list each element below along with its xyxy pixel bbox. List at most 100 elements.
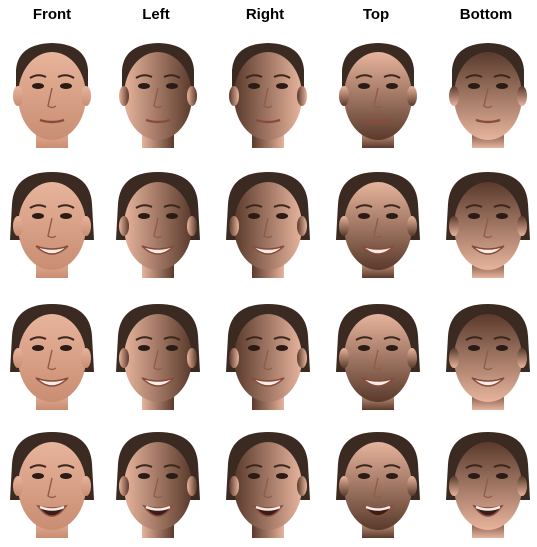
- eye: [496, 213, 508, 219]
- face-render-man-short-hair-left: [114, 40, 202, 148]
- mouth: [365, 118, 391, 124]
- face: [124, 182, 192, 270]
- face: [124, 52, 192, 140]
- eye: [248, 213, 260, 219]
- eye: [138, 213, 150, 219]
- eye: [496, 345, 508, 351]
- face-render-woman-3-right: [224, 430, 312, 538]
- face-image: [10, 172, 94, 278]
- eye: [32, 83, 44, 89]
- eye: [32, 345, 44, 351]
- eye: [60, 83, 72, 89]
- mouth: [361, 377, 395, 387]
- face-image: [449, 43, 527, 148]
- face-render-woman-1-bottom: [444, 170, 532, 278]
- face-image: [226, 432, 310, 538]
- face-image: [119, 43, 197, 148]
- face-image: [446, 432, 530, 538]
- mouth: [145, 118, 171, 124]
- face: [454, 182, 522, 270]
- face-render-woman-2-right: [224, 302, 312, 410]
- face-render-woman-1-left: [114, 170, 202, 278]
- eye: [248, 345, 260, 351]
- eye: [276, 473, 288, 479]
- eye: [166, 83, 178, 89]
- face: [234, 442, 302, 530]
- mouth: [251, 377, 285, 387]
- eye: [138, 345, 150, 351]
- eye: [358, 345, 370, 351]
- face-image: [336, 432, 420, 538]
- eye: [386, 473, 398, 479]
- face-render-woman-2-front: [8, 302, 96, 410]
- mouth: [361, 245, 395, 255]
- mouth: [255, 118, 281, 124]
- eye: [276, 83, 288, 89]
- face: [18, 52, 86, 140]
- eye: [468, 473, 480, 479]
- face: [234, 314, 302, 402]
- face-render-woman-2-bottom: [444, 302, 532, 410]
- face-render-woman-1-front: [8, 170, 96, 278]
- face: [18, 314, 86, 402]
- eye: [166, 473, 178, 479]
- face-image: [336, 304, 420, 410]
- eye: [276, 345, 288, 351]
- eye: [32, 213, 44, 219]
- face: [18, 182, 86, 270]
- eye: [166, 345, 178, 351]
- face-render-man-short-hair-bottom: [444, 40, 532, 148]
- face-image: [339, 43, 417, 148]
- face-render-woman-3-bottom: [444, 430, 532, 538]
- face-render-woman-3-left: [114, 430, 202, 538]
- eye: [166, 213, 178, 219]
- mouth: [471, 377, 505, 387]
- face-image: [10, 304, 94, 410]
- mouth: [35, 377, 69, 387]
- face-image: [13, 43, 91, 148]
- face: [234, 182, 302, 270]
- face-image: [116, 432, 200, 538]
- eye: [60, 213, 72, 219]
- face: [454, 52, 522, 140]
- eye: [32, 473, 44, 479]
- face: [454, 314, 522, 402]
- face-image: [336, 172, 420, 278]
- mouth: [251, 245, 285, 255]
- eye: [496, 83, 508, 89]
- column-label-right: Right: [245, 6, 285, 23]
- column-label-top: Top: [362, 6, 390, 23]
- face: [344, 314, 412, 402]
- eye: [60, 345, 72, 351]
- face: [18, 442, 86, 530]
- eye: [138, 473, 150, 479]
- face-render-woman-2-left: [114, 302, 202, 410]
- face-render-woman-3-front: [8, 430, 96, 538]
- face-image: [226, 172, 310, 278]
- eye: [248, 83, 260, 89]
- mouth: [39, 118, 65, 124]
- face: [344, 442, 412, 530]
- column-label-bottom: Bottom: [459, 6, 513, 23]
- face: [124, 442, 192, 530]
- face-image: [446, 172, 530, 278]
- mouth: [475, 118, 501, 124]
- eye: [248, 473, 260, 479]
- eye: [386, 83, 398, 89]
- face: [234, 52, 302, 140]
- face-image: [229, 43, 307, 148]
- eye: [358, 473, 370, 479]
- eye: [468, 213, 480, 219]
- mouth: [141, 377, 175, 387]
- face-render-man-short-hair-right: [224, 40, 312, 148]
- eye: [496, 473, 508, 479]
- face-render-woman-2-top: [334, 302, 422, 410]
- eye: [468, 345, 480, 351]
- eye: [60, 473, 72, 479]
- eye: [358, 83, 370, 89]
- face-image: [116, 304, 200, 410]
- eye: [276, 213, 288, 219]
- face-render-woman-3-top: [334, 430, 422, 538]
- eye: [468, 83, 480, 89]
